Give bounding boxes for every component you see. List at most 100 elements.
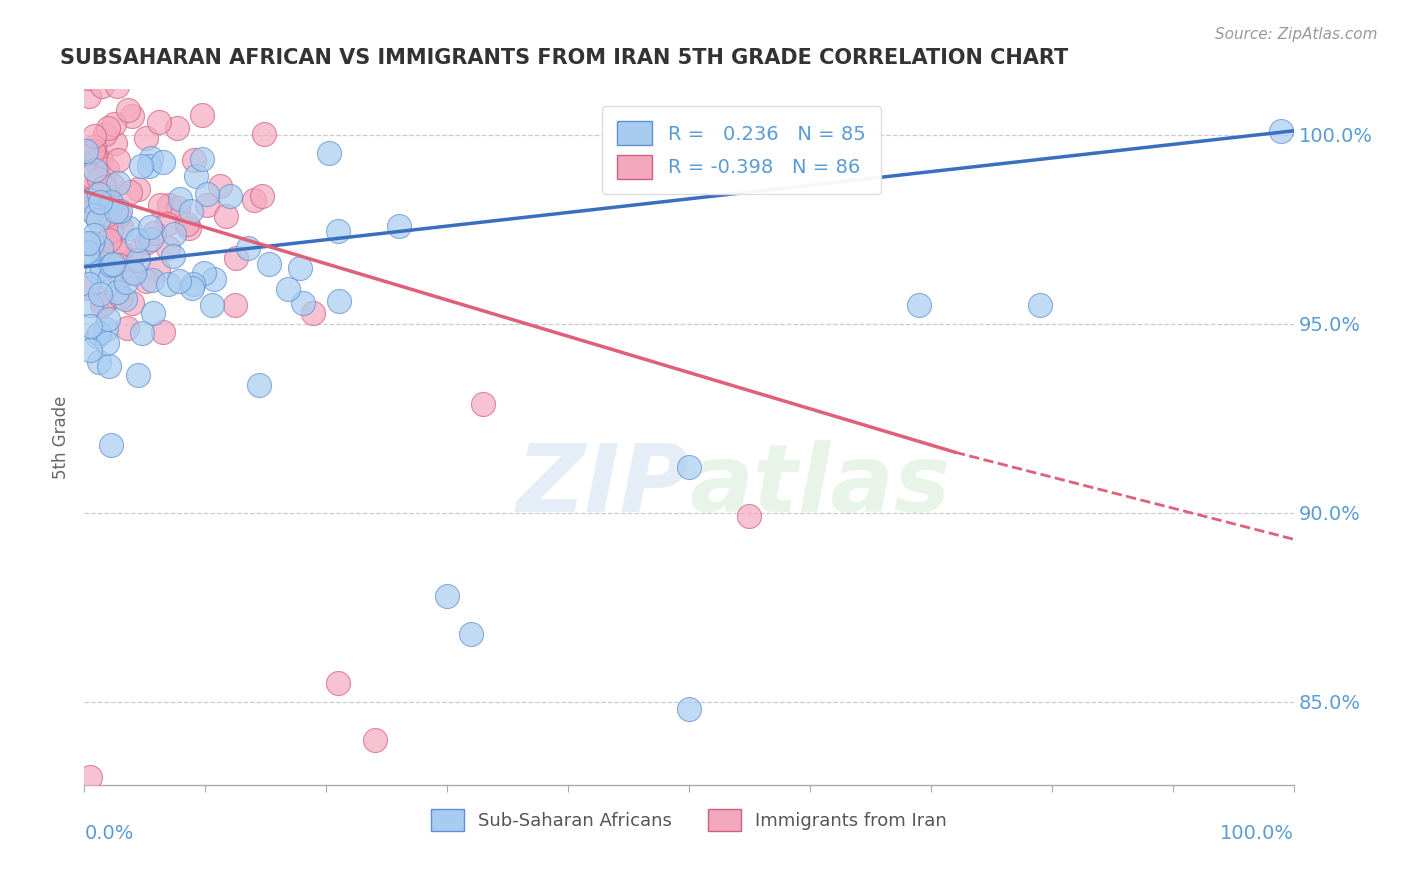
Point	[157, 241, 180, 255]
Point	[121, 296, 143, 310]
Point	[195, 186, 218, 201]
Point	[100, 195, 122, 210]
Point	[84, 153, 107, 168]
Point	[907, 298, 929, 312]
Point	[94, 233, 117, 247]
Point	[79, 194, 101, 209]
Point	[121, 265, 143, 279]
Point	[97, 311, 120, 326]
Point	[110, 290, 132, 304]
Point	[98, 271, 121, 285]
Point	[138, 159, 160, 173]
Point	[80, 235, 103, 250]
Point	[79, 343, 101, 357]
Point	[100, 438, 122, 452]
Point	[169, 192, 191, 206]
Point	[328, 293, 350, 308]
Point	[89, 286, 111, 301]
Point	[201, 298, 224, 312]
Point	[103, 118, 125, 132]
Point	[101, 257, 124, 271]
Y-axis label: 5th Grade: 5th Grade	[52, 395, 70, 479]
Point	[107, 285, 129, 300]
Point	[127, 252, 149, 267]
Point	[96, 161, 118, 176]
Point	[91, 192, 114, 206]
Point	[131, 326, 153, 341]
Point	[84, 208, 107, 222]
Point	[76, 247, 98, 261]
Point	[301, 306, 323, 320]
Point	[143, 227, 166, 241]
Point	[83, 227, 105, 242]
Point	[247, 378, 270, 392]
Point	[83, 140, 105, 154]
Point	[97, 181, 120, 195]
Point	[80, 298, 103, 312]
Point	[157, 198, 180, 212]
Point	[129, 159, 152, 173]
Point	[142, 306, 165, 320]
Point	[84, 150, 107, 164]
Point	[105, 203, 128, 218]
Point	[1270, 124, 1292, 138]
Point	[86, 329, 108, 343]
Point	[195, 198, 218, 212]
Point	[107, 153, 129, 167]
Point	[96, 335, 118, 350]
Point	[127, 368, 149, 382]
Point	[110, 220, 132, 235]
Point	[156, 217, 179, 231]
Point	[89, 171, 111, 186]
Point	[77, 89, 100, 103]
Point	[115, 321, 138, 335]
Point	[76, 236, 98, 251]
Point	[139, 219, 162, 234]
Point	[148, 262, 170, 277]
Point	[105, 79, 128, 94]
Point	[167, 202, 190, 216]
Point	[90, 153, 112, 167]
Point	[94, 321, 117, 335]
Point	[328, 676, 350, 690]
Point	[224, 298, 246, 312]
Point	[176, 217, 198, 231]
Point	[363, 732, 385, 747]
Point	[80, 204, 103, 219]
Point	[86, 263, 108, 277]
Text: 100.0%: 100.0%	[1219, 824, 1294, 843]
Legend: Sub-Saharan Africans, Immigrants from Iran: Sub-Saharan Africans, Immigrants from Ir…	[416, 795, 962, 846]
Point	[177, 220, 200, 235]
Point	[472, 396, 495, 410]
Point	[243, 193, 266, 207]
Point	[82, 145, 104, 159]
Point	[163, 227, 186, 241]
Point	[108, 269, 131, 284]
Point	[98, 359, 121, 373]
Point	[77, 71, 100, 86]
Point	[388, 219, 411, 234]
Point	[152, 325, 174, 339]
Point	[180, 281, 202, 295]
Point	[114, 292, 136, 306]
Point	[252, 189, 274, 203]
Point	[89, 326, 111, 340]
Point	[318, 145, 340, 160]
Point	[118, 185, 141, 199]
Point	[107, 244, 129, 259]
Point	[107, 176, 129, 190]
Point	[84, 163, 107, 178]
Point	[97, 207, 120, 221]
Point	[87, 355, 110, 369]
Point	[678, 702, 700, 716]
Point	[94, 127, 117, 141]
Point	[79, 771, 101, 785]
Point	[107, 208, 129, 222]
Point	[77, 184, 100, 198]
Point	[191, 108, 214, 122]
Point	[326, 224, 349, 238]
Point	[141, 273, 163, 287]
Point	[100, 258, 122, 272]
Point	[101, 178, 124, 192]
Point	[184, 169, 207, 183]
